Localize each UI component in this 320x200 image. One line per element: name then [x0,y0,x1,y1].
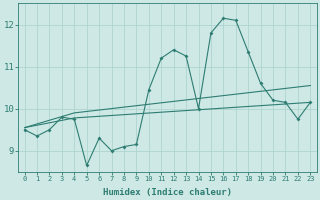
X-axis label: Humidex (Indice chaleur): Humidex (Indice chaleur) [103,188,232,197]
